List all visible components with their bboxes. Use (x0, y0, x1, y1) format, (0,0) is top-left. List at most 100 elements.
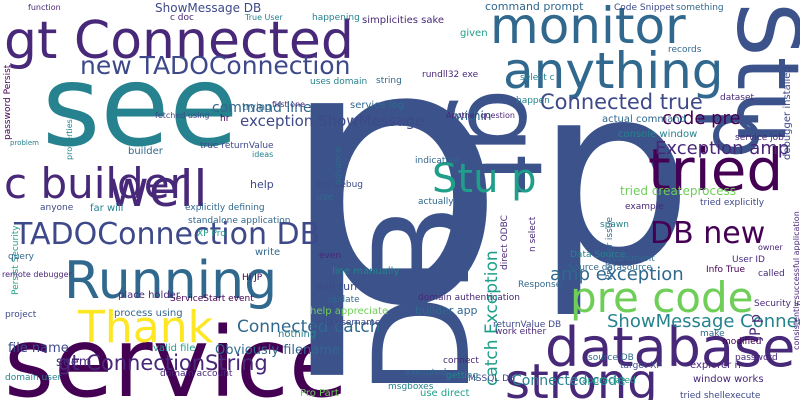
word: use direct (420, 388, 470, 399)
word: builder (128, 146, 164, 157)
word: properties (65, 119, 74, 160)
word: function (28, 3, 61, 12)
word: XP Pro (197, 229, 226, 239)
word: new TADOConnection (80, 51, 350, 80)
word: well (108, 160, 207, 218)
word: window works (693, 374, 764, 385)
word: service log (350, 100, 404, 111)
word: write (255, 247, 280, 258)
word: something (676, 3, 724, 13)
word: service job (735, 133, 784, 143)
word: place holder (118, 290, 181, 301)
word: command prompt (485, 0, 584, 13)
word: anything (503, 42, 724, 100)
word: help (250, 178, 274, 191)
word: DB new (650, 216, 765, 251)
word: Info True (706, 265, 745, 275)
word: Connected code (512, 373, 626, 389)
word: fetched using (155, 111, 210, 120)
word: TADOConnection DB (13, 217, 320, 252)
word: True User (244, 13, 283, 22)
word: even (319, 251, 341, 261)
word: Running (64, 251, 277, 311)
word: seem (56, 355, 91, 370)
word: remote debugger (2, 270, 73, 279)
word: tried (648, 136, 783, 204)
word: one debug (315, 180, 363, 190)
word: problem (10, 139, 39, 147)
word: gt (443, 88, 565, 195)
word: appreciated (582, 376, 636, 386)
word: getting (446, 371, 478, 381)
word: c builder (4, 159, 188, 208)
word: builder app (415, 304, 478, 317)
word: nothing (278, 329, 316, 340)
word: Stu (717, 2, 800, 145)
word: debugger installed (782, 66, 793, 160)
word: happen (516, 96, 550, 106)
word: Connected true (540, 90, 703, 114)
word: file name (8, 341, 69, 356)
word: valid file (153, 343, 195, 354)
word: actually (418, 197, 454, 207)
word: trying (242, 102, 271, 113)
word: tried shellexecute (680, 391, 761, 400)
word: Response (518, 280, 562, 290)
word: DB (346, 204, 500, 396)
word: msgboxes (388, 382, 434, 392)
word: Provider issue (605, 217, 615, 280)
word: Stu p (432, 156, 537, 202)
word: c doc (170, 13, 194, 23)
word: Persist Security (11, 225, 21, 295)
word: tried createprocess (620, 184, 736, 198)
word: database (545, 316, 795, 379)
word: ideas (252, 150, 273, 159)
word: select c (520, 73, 555, 83)
word: indicative (415, 156, 459, 166)
word: owner (758, 243, 783, 252)
word: ID username (323, 318, 381, 328)
word: p (278, 0, 507, 385)
word: strong (505, 354, 658, 400)
word: domain user (5, 373, 61, 383)
word: process using (114, 308, 183, 319)
word: pre code (570, 273, 753, 322)
word: password Persist (3, 64, 13, 140)
word: code pre (662, 108, 741, 129)
word: help appreciate (310, 306, 388, 317)
word: see (42, 42, 238, 172)
word: gt Connected (4, 11, 354, 71)
word: dataset (720, 93, 754, 103)
word: records (668, 45, 702, 55)
word: first one (272, 100, 305, 109)
word: string (376, 76, 402, 86)
word: make (700, 329, 725, 339)
word: advance (334, 146, 344, 185)
word: spawn (600, 220, 629, 230)
word: given (460, 28, 488, 39)
word: domain authentication (418, 293, 520, 303)
word: Thank (77, 302, 214, 353)
word: Obviously filename (215, 343, 340, 358)
word: n select (528, 216, 538, 252)
word: explicitly defining (185, 203, 265, 213)
word: executed (405, 368, 446, 378)
word: p (535, 30, 694, 321)
word: anyone (40, 203, 74, 213)
word: exception ShowMessage (240, 112, 424, 130)
word: Code Snippet (614, 3, 675, 13)
word: command line (212, 100, 312, 116)
word: domain account (160, 369, 233, 379)
word: simplicities sake (362, 15, 444, 26)
word: uses domain (310, 77, 367, 87)
word: direct ODBC (500, 215, 510, 270)
word: Another question (446, 111, 515, 120)
word: connect (443, 356, 479, 366)
word: Connected catch (237, 317, 381, 337)
word: standalone application (188, 216, 290, 226)
word: called (758, 269, 785, 279)
word: true returnValue (200, 141, 274, 151)
word: tried explicitly (700, 198, 765, 208)
